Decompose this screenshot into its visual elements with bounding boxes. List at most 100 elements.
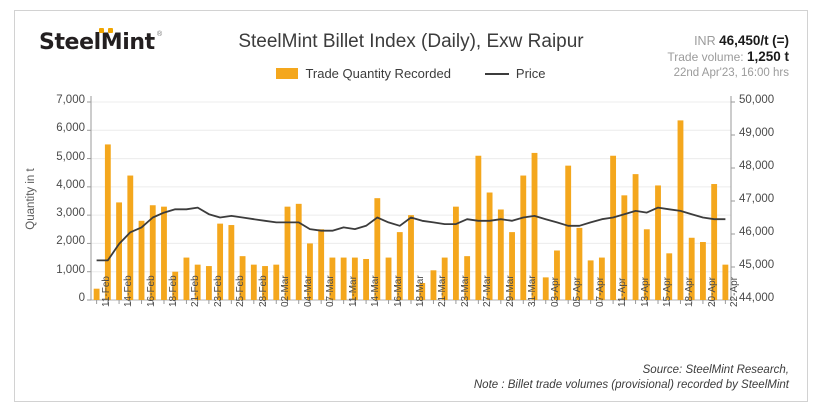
bar[interactable] (722, 264, 729, 300)
legend-label-line: Price (515, 66, 546, 81)
bar[interactable] (452, 206, 459, 300)
bar[interactable] (138, 220, 145, 300)
bar[interactable] (430, 270, 437, 300)
trade-volume-value: 1,250 t (746, 49, 789, 64)
bar[interactable] (509, 232, 515, 300)
bar[interactable] (273, 264, 280, 300)
bar[interactable] (183, 257, 190, 300)
bar[interactable] (542, 277, 549, 300)
bar[interactable] (700, 242, 706, 300)
legend-item-line[interactable]: Price (484, 66, 546, 81)
current-price-row: INR 46,450/t (=) (667, 33, 789, 49)
bar[interactable] (464, 256, 471, 300)
bar[interactable] (385, 257, 392, 300)
bar[interactable] (486, 192, 493, 300)
bar[interactable] (374, 198, 381, 300)
bar[interactable] (396, 232, 403, 300)
bar[interactable] (643, 229, 650, 300)
price-summary: INR 46,450/t (=) Trade volume: 1,250 t 2… (667, 33, 789, 81)
y-axis-tick-label: 3,000 (56, 207, 85, 220)
chart-frame: SteelMint ® SteelMint Billet Index (Dail… (14, 10, 808, 402)
legend-item-bars[interactable]: Trade Quantity Recorded (276, 66, 451, 81)
bar[interactable] (284, 206, 291, 300)
trade-volume-row: Trade volume: 1,250 t (667, 49, 789, 65)
bar[interactable] (711, 184, 718, 300)
bar[interactable] (565, 165, 572, 300)
bar[interactable] (172, 271, 179, 300)
bar[interactable] (632, 174, 639, 300)
bar[interactable] (441, 257, 448, 300)
logo-dot-right (108, 28, 113, 33)
steelmint-logo: SteelMint ® (39, 27, 169, 61)
x-axis-tick-label: 23-Mar (459, 275, 471, 307)
bar[interactable] (419, 283, 426, 300)
x-axis-tick-label: 11-Apr (617, 277, 629, 307)
chart-legend: Trade Quantity Recorded Price (15, 66, 807, 81)
x-axis-tick-label: 14-Mar (370, 275, 382, 307)
bar[interactable] (340, 257, 347, 300)
y-axis-tick-label: 2,000 (56, 235, 85, 248)
x-axis-tick-label: 03-Apr (549, 276, 561, 307)
x-axis-tick-label: 13-Apr (639, 276, 651, 307)
bar[interactable] (93, 288, 100, 300)
bar[interactable] (621, 195, 628, 300)
bar[interactable] (205, 266, 212, 300)
x-axis-tick-label: 21-Mar (437, 275, 449, 307)
x-axis-tick-label: 28-Feb (257, 275, 269, 307)
bar[interactable] (228, 225, 235, 300)
y2-axis-tick-label: 46,000 (739, 226, 775, 238)
bar[interactable] (598, 257, 605, 300)
y-axis-tick-label: 0 (78, 292, 85, 304)
y-axis-tick-label: 5,000 (56, 150, 85, 163)
x-axis-tick-label: 18-Mar (415, 275, 426, 307)
currency-label: INR (694, 34, 716, 48)
x-axis-tick-label: 16-Feb (145, 275, 157, 307)
bar[interactable] (363, 258, 370, 300)
y2-axis-tick-label: 49,000 (739, 127, 775, 139)
bar[interactable] (194, 264, 201, 300)
bar[interactable] (307, 243, 313, 300)
bar[interactable] (295, 203, 302, 300)
bar[interactable] (655, 185, 661, 300)
x-axis-tick-label: 20-Apr (706, 276, 718, 307)
bar[interactable] (351, 257, 358, 300)
bar[interactable] (329, 257, 336, 300)
x-axis-tick-label: 15-Apr (662, 276, 674, 307)
y2-axis-tick-label: 48,000 (739, 160, 775, 172)
bar[interactable] (408, 215, 414, 300)
x-axis-tick-label: 27-Mar (482, 275, 494, 307)
x-axis-tick-label: 07-Mar (325, 275, 337, 307)
legend-label-bars: Trade Quantity Recorded (305, 66, 451, 81)
registered-mark-icon: ® (157, 31, 163, 38)
bar[interactable] (576, 227, 583, 300)
page-title: SteelMint Billet Index (Daily), Exw Raip… (238, 31, 584, 52)
y-axis-tick-label: 6,000 (56, 122, 85, 135)
bar[interactable] (161, 206, 167, 300)
x-axis-tick-label: 16-Mar (392, 275, 404, 307)
bar[interactable] (250, 264, 257, 300)
bar[interactable] (104, 144, 111, 300)
x-axis-tick-label: 31-Mar (527, 275, 539, 307)
bar[interactable] (610, 155, 617, 300)
bar[interactable] (127, 175, 134, 300)
price-line[interactable] (96, 206, 726, 262)
bar[interactable] (262, 266, 268, 300)
x-axis-tick-label: 22-Apr (729, 276, 741, 307)
bar[interactable] (531, 152, 538, 300)
price-value: 46,450/t (719, 33, 769, 48)
bar-swatch-icon (276, 68, 299, 79)
bar[interactable] (217, 223, 224, 300)
bar[interactable] (554, 250, 560, 301)
x-axis-tick-label: 11-Mar (347, 276, 359, 307)
bar[interactable] (116, 202, 122, 300)
bar[interactable] (666, 253, 673, 300)
bar[interactable] (239, 256, 246, 300)
bar[interactable] (497, 209, 504, 300)
bar[interactable] (688, 237, 695, 300)
note-text: Note : Billet trade volumes (provisional… (473, 379, 789, 391)
bar[interactable] (587, 260, 594, 300)
bar[interactable] (520, 175, 527, 300)
bar[interactable] (475, 155, 482, 300)
bar[interactable] (149, 205, 156, 300)
bar[interactable] (318, 229, 325, 300)
